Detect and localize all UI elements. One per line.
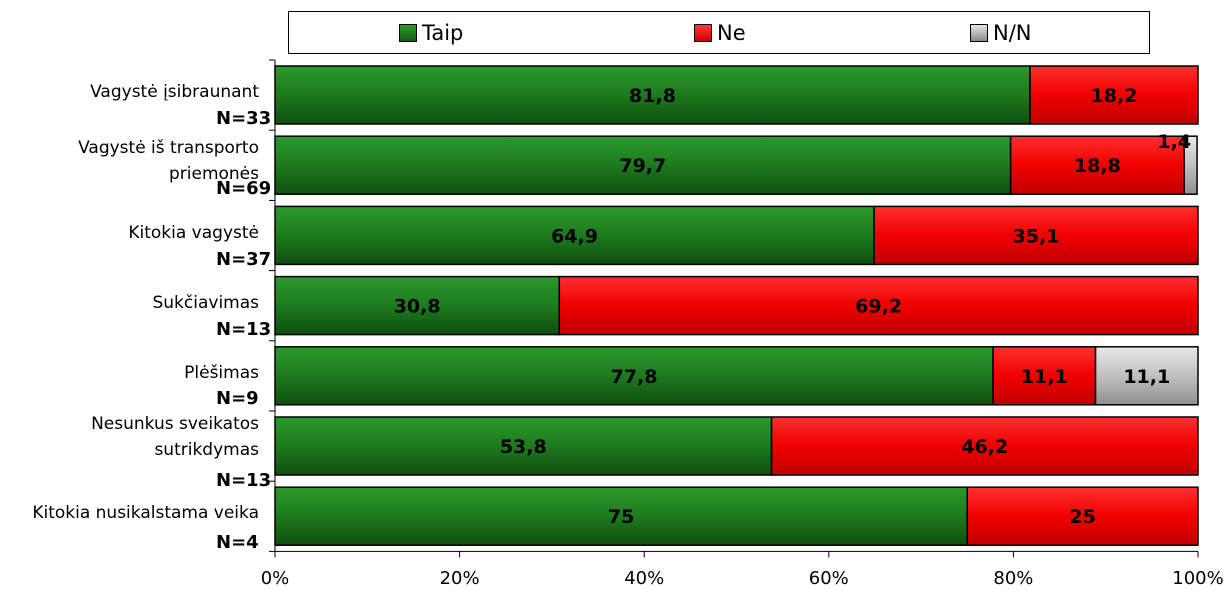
x-tick-label-3: 60% xyxy=(809,568,849,589)
axes-layer: 0% 20% 40% 60% 80% 100% xyxy=(261,59,1224,589)
category-label-6: Kitokia nusikalstama veika xyxy=(32,500,259,526)
data-label-nn-1: 1,4 xyxy=(1157,131,1191,153)
category-label-1: Vagystė iš transporto priemonės xyxy=(78,135,259,187)
x-tick-label-0: 0% xyxy=(261,568,290,589)
n-label-6: N=4 xyxy=(216,532,259,553)
bars-layer: 81,8 18,2 79,7 18,8 1,4 64,9 35,1 30,8 69,2 77,8 1… xyxy=(274,65,1199,546)
category-label-line: Plėšimas xyxy=(184,362,259,383)
legend-label-nn: N/N xyxy=(993,21,1032,45)
category-label-0: Vagystė įsibraunant xyxy=(90,79,259,105)
x-tick-label-2: 40% xyxy=(624,568,664,589)
category-label-5: Nesunkus sveikatos sutrikdymas xyxy=(91,411,259,463)
bar-ne-0 xyxy=(1029,65,1199,125)
bar-ne-2 xyxy=(873,205,1199,266)
data-label-ne-1: 18,8 xyxy=(1074,155,1121,177)
data-label-taip-6: 75 xyxy=(608,506,634,528)
legend-swatch-taip xyxy=(399,24,417,42)
n-label-1: N=69 xyxy=(216,178,272,199)
category-label-4: Plėšimas xyxy=(184,360,259,386)
category-label-line: Kitokia nusikalstama veika xyxy=(32,503,259,524)
legend-item-taip: Taip xyxy=(399,21,463,45)
legend: Taip Ne N/N xyxy=(288,11,1150,54)
data-label-taip-3: 30,8 xyxy=(394,296,441,318)
category-label-line: sutrikdymas xyxy=(154,440,259,461)
legend-swatch-ne xyxy=(694,24,712,42)
legend-item-ne: Ne xyxy=(694,21,746,45)
x-tick-label-1: 20% xyxy=(440,568,480,589)
n-label-4: N=9 xyxy=(216,388,259,409)
bar-ne-6 xyxy=(966,486,1199,546)
category-label-line: Kitokia vagystė xyxy=(128,222,259,243)
bar-nn-4 xyxy=(1094,346,1199,406)
x-tick-label-4: 80% xyxy=(993,568,1033,589)
category-label-line: Nesunkus sveikatos xyxy=(91,414,259,435)
category-label-line: Vagystė įsibraunant xyxy=(90,82,259,103)
n-label-3: N=13 xyxy=(216,319,272,340)
data-label-taip-0: 81,8 xyxy=(629,85,676,107)
data-label-ne-0: 18,2 xyxy=(1091,85,1138,107)
bar-taip-4 xyxy=(274,346,994,406)
bar-taip-3 xyxy=(274,275,561,336)
x-tick-label-5: 100% xyxy=(1172,568,1223,589)
category-label-line: Vagystė iš transporto xyxy=(78,138,259,159)
n-label-0: N=33 xyxy=(216,108,272,129)
legend-label-taip: Taip xyxy=(422,21,464,45)
bar-ne-3 xyxy=(558,275,1199,336)
data-label-ne-3: 69,2 xyxy=(855,296,902,318)
bar-taip-2 xyxy=(274,205,875,266)
bar-taip-0 xyxy=(274,65,1031,125)
bar-taip-6 xyxy=(274,486,968,546)
category-label-3: Sukčiavimas xyxy=(152,290,259,316)
data-label-taip-4: 77,8 xyxy=(611,366,658,388)
legend-swatch-nn xyxy=(970,24,988,42)
n-label-2: N=37 xyxy=(216,249,272,270)
data-label-ne-4: 11,1 xyxy=(1021,366,1068,388)
data-label-taip-1: 79,7 xyxy=(619,155,666,177)
data-label-taip-5: 53,8 xyxy=(500,436,547,458)
n-label-5: N=13 xyxy=(216,470,272,491)
bar-nn-1 xyxy=(1183,135,1198,195)
bar-taip-5 xyxy=(274,416,773,476)
bar-ne-1 xyxy=(1009,135,1185,195)
data-label-ne-5: 46,2 xyxy=(961,436,1008,458)
data-label-ne-2: 35,1 xyxy=(1013,225,1060,247)
data-label-taip-2: 64,9 xyxy=(551,225,598,247)
legend-item-nn: N/N xyxy=(970,21,1032,45)
category-label-2: Kitokia vagystė xyxy=(128,220,259,246)
bar-ne-4 xyxy=(992,346,1097,406)
legend-label-ne: Ne xyxy=(717,21,746,45)
category-label-line: priemonės xyxy=(168,164,259,185)
data-label-ne-6: 25 xyxy=(1069,506,1095,528)
data-label-nn-4: 11,1 xyxy=(1123,366,1170,388)
bar-ne-5 xyxy=(770,416,1199,476)
category-label-line: Sukčiavimas xyxy=(152,292,259,313)
